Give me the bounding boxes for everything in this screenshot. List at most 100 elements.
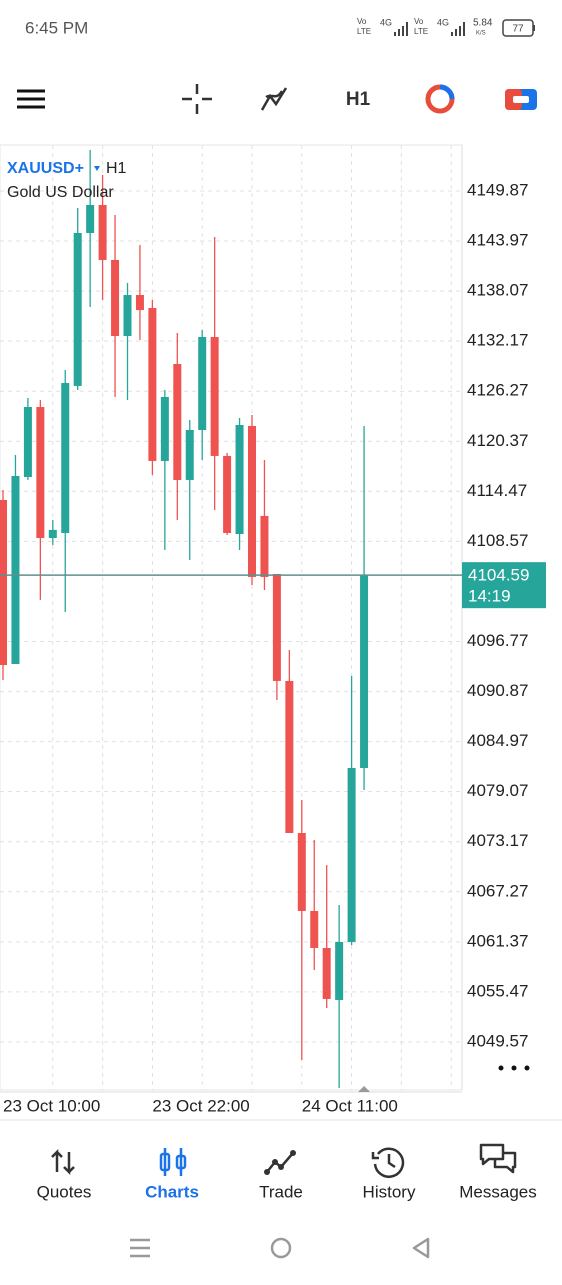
tab-icon [290,1150,296,1156]
candle-body [61,382,70,533]
tab-icon [159,1152,171,1172]
y-tick-label: 4049.57 [467,1031,528,1050]
y-tick-label: 4090.87 [467,681,528,700]
battery-level: 77 [512,24,524,35]
candle-body [173,363,182,480]
x-tick-label: 23 Oct 22:00 [152,1096,249,1115]
sim-lte: LTE [414,27,428,36]
candle-body [310,910,319,948]
candle-body [297,833,306,911]
tab-quotes[interactable]: Quotes [37,1148,92,1201]
y-tick-label: 4061.37 [467,931,528,950]
battery-tip [533,25,535,31]
nav-recents[interactable] [130,1238,150,1258]
tab-icon [373,1147,405,1178]
candle-body [223,455,232,533]
sim-vo: Vo [414,17,424,26]
tab-label: Charts [145,1182,199,1201]
chart-timeframe: H1 [106,160,127,177]
indicators-button[interactable] [260,87,288,111]
countdown-label: 14:19 [468,587,511,606]
more-button[interactable] [498,1065,530,1071]
tab-trade[interactable]: Trade [259,1150,303,1201]
last-price-label: 4104.59 [468,566,529,585]
crosshair-button[interactable] [182,84,212,114]
nav-back[interactable] [412,1237,430,1259]
plot-area [0,144,463,1091]
y-tick-label: 4126.27 [467,381,528,400]
y-tick-label: 4120.37 [467,431,528,450]
icon-arc [439,84,455,100]
dot [498,1065,504,1071]
menu-button[interactable] [17,89,45,109]
x-tick-label: 24 Oct 11:00 [302,1096,398,1115]
candle-body [123,295,132,336]
tab-icon [175,1154,187,1170]
tab-icon [479,1143,505,1166]
candle-body [185,429,194,480]
candle-body [48,529,57,539]
candle-body [86,204,95,233]
candle-body [248,426,256,577]
icon-center [513,96,529,103]
chart-description: Gold US Dollar [7,184,114,201]
sim-net: 4G [437,17,449,27]
tab-label: Trade [259,1182,303,1201]
candle-body [272,573,281,681]
tab-charts[interactable]: Charts [145,1148,199,1201]
y-tick-label: 4114.47 [467,481,527,500]
candle-body [360,575,369,769]
tab-label: Messages [459,1182,536,1201]
last-price-box [462,562,546,609]
objects-button[interactable] [425,84,455,114]
candle-body [11,475,20,664]
candle-body [160,396,169,461]
tab-history[interactable]: History [363,1147,416,1202]
candle-body [36,407,45,539]
sim-net: 4G [380,17,392,27]
signal [394,22,408,36]
candle-body [335,941,344,1000]
chart: 4149.87 4143.97 4138.07 4132.17 4126.27 4120.… [0,144,546,1115]
candle-body [98,204,107,260]
y-tick-label: 4132.17 [467,331,528,350]
signal [451,22,465,36]
symbol-arrow [94,166,100,171]
y-tick-label: 4055.47 [467,981,528,1000]
sim-lte: LTE [357,27,371,36]
y-tick-label: 4149.87 [467,180,528,199]
tab-icon [371,1152,396,1169]
y-tick-label: 4084.97 [467,731,528,750]
candle-body [23,407,32,477]
y-tick-label: 4079.07 [467,781,528,800]
tab-messages[interactable]: Messages [459,1143,537,1201]
tab-icon [51,1148,75,1176]
net-speed-unit: K/S [476,31,486,37]
candle-body [285,680,294,834]
candle-body [260,515,269,577]
nav-home[interactable] [270,1237,292,1259]
tab-icon [278,1164,284,1170]
tab-label: Quotes [37,1182,92,1201]
net-speed: 5.84 [473,18,493,29]
tab-icon [163,1148,183,1176]
candle-body [0,499,7,666]
y-tick-label: 4138.07 [467,281,528,300]
x-tick-label: 23 Oct 10:00 [3,1096,100,1115]
status-time: 6:45 PM [25,18,88,37]
candle-body [148,307,157,461]
timeframe-button[interactable]: H1 [346,89,371,110]
sim-vo: Vo [357,17,367,26]
candle-body [73,232,82,386]
dot [524,1065,530,1071]
trade-button[interactable] [505,89,537,110]
candle-body [235,424,244,535]
tab-icon [493,1151,517,1174]
candle-body [347,768,356,942]
y-tick-label: 4096.77 [467,631,528,650]
tab-bar: Quotes Charts Trade History Messages [37,1143,537,1202]
candle-body [111,259,120,336]
y-tick-label: 4067.27 [467,881,528,900]
